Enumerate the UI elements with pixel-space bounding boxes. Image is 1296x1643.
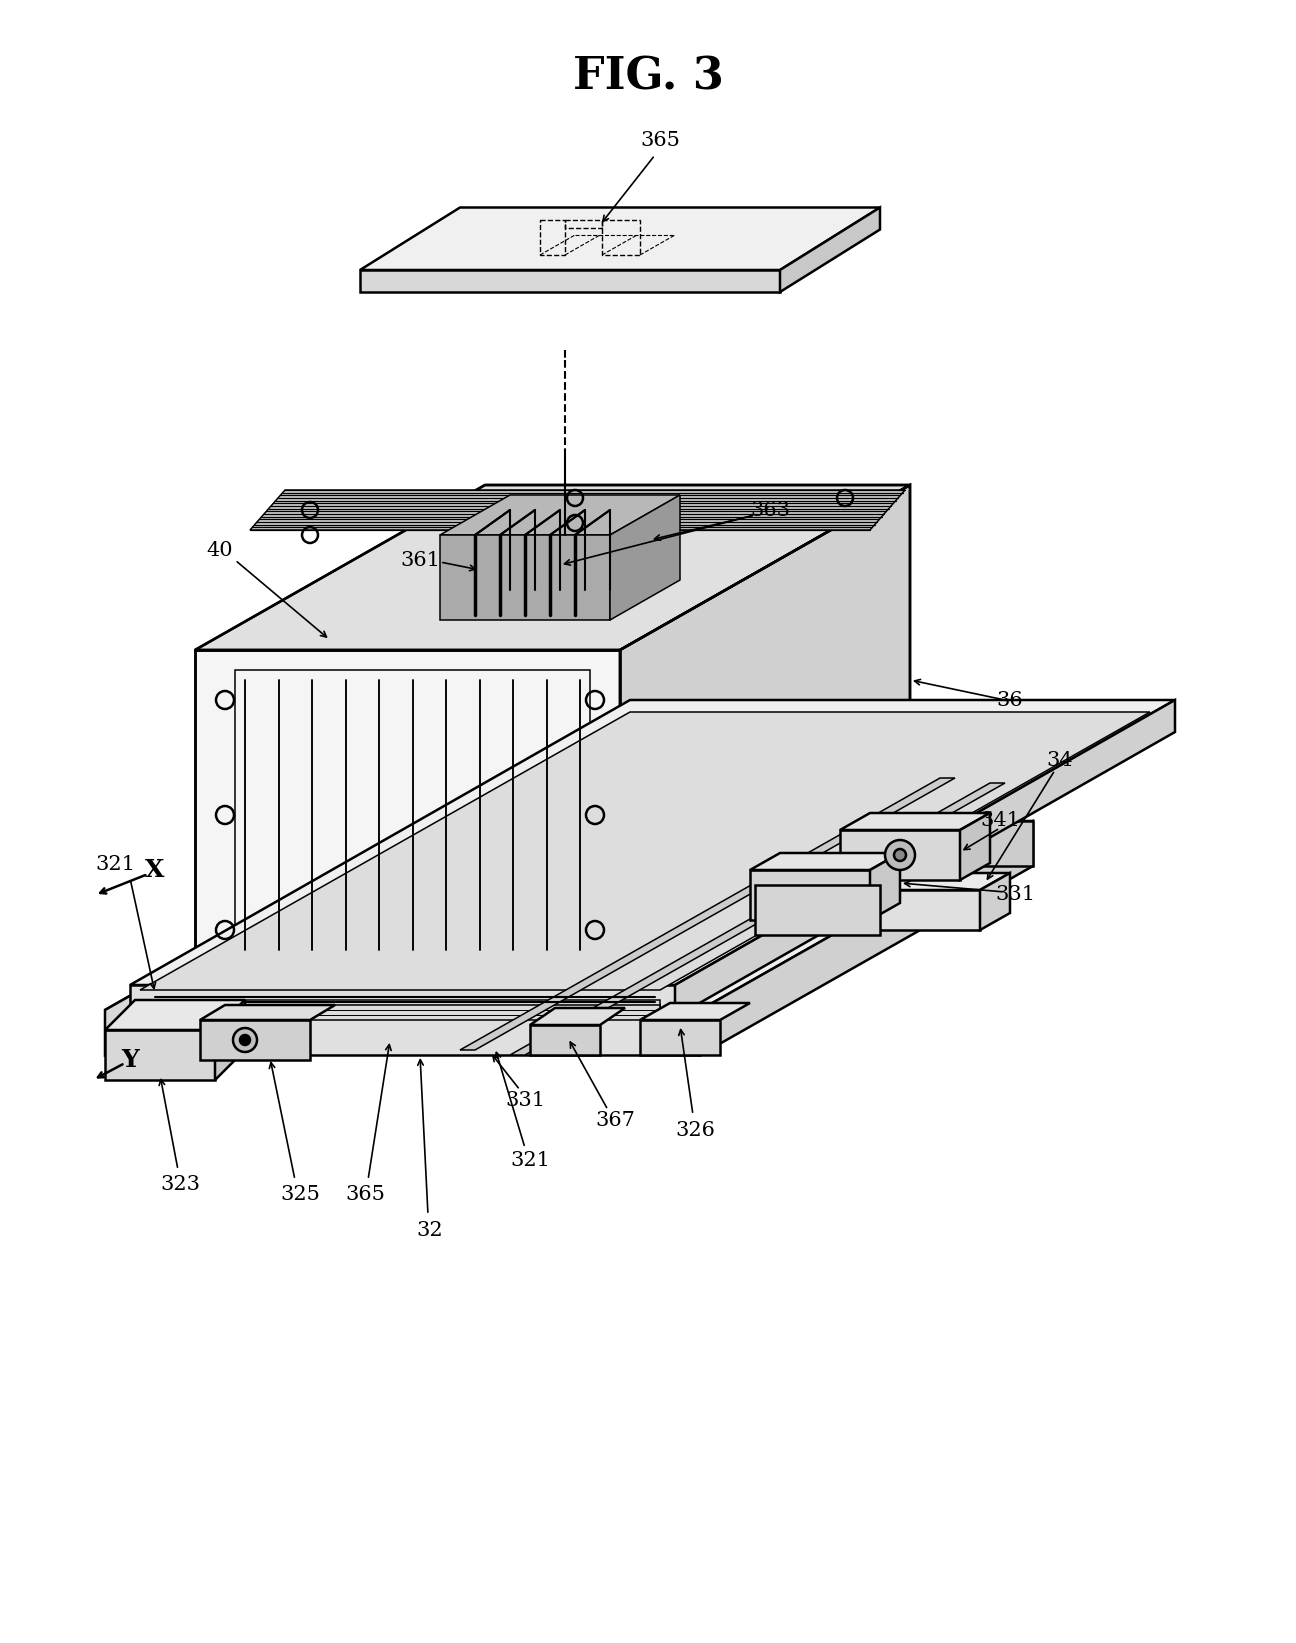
Circle shape (885, 840, 915, 871)
Text: 321: 321 (511, 1150, 550, 1170)
Text: 365: 365 (345, 1186, 385, 1204)
Text: 40: 40 (206, 541, 233, 560)
Text: 36: 36 (997, 690, 1024, 710)
Polygon shape (105, 822, 1033, 1010)
Polygon shape (619, 485, 910, 979)
Polygon shape (530, 1025, 600, 1055)
Polygon shape (438, 822, 1033, 866)
Polygon shape (750, 853, 899, 871)
Polygon shape (759, 872, 1010, 891)
Polygon shape (194, 651, 619, 979)
Text: 363: 363 (750, 501, 791, 519)
Polygon shape (105, 1001, 245, 1030)
Text: 321: 321 (95, 856, 135, 874)
Text: 32: 32 (417, 1221, 443, 1239)
Polygon shape (130, 700, 1175, 986)
Polygon shape (140, 1001, 660, 1015)
Polygon shape (530, 1009, 625, 1025)
Polygon shape (610, 495, 680, 619)
Polygon shape (700, 822, 1033, 1055)
Circle shape (240, 1035, 250, 1045)
Polygon shape (460, 779, 955, 1050)
Polygon shape (105, 822, 438, 1055)
Circle shape (233, 1029, 257, 1052)
Polygon shape (105, 1010, 700, 1055)
Polygon shape (194, 485, 910, 651)
Text: 331: 331 (505, 1091, 546, 1109)
Circle shape (894, 849, 906, 861)
Text: 331: 331 (995, 886, 1036, 905)
Polygon shape (130, 986, 675, 1017)
Polygon shape (105, 1030, 215, 1079)
Polygon shape (250, 490, 905, 531)
Polygon shape (441, 495, 680, 536)
Polygon shape (640, 1020, 721, 1055)
Polygon shape (441, 536, 610, 619)
Text: X: X (145, 858, 165, 882)
Polygon shape (215, 1001, 245, 1079)
Polygon shape (640, 1002, 750, 1020)
Text: 323: 323 (159, 1175, 200, 1194)
Polygon shape (840, 813, 990, 830)
Text: 367: 367 (595, 1111, 635, 1129)
Polygon shape (140, 1006, 660, 1020)
Polygon shape (780, 207, 880, 292)
Polygon shape (756, 886, 880, 935)
Text: FIG. 3: FIG. 3 (573, 54, 723, 99)
Polygon shape (140, 711, 1150, 991)
Text: Y: Y (121, 1048, 139, 1071)
Polygon shape (675, 700, 1175, 1017)
Polygon shape (511, 784, 1004, 1055)
Text: 365: 365 (640, 130, 680, 150)
Polygon shape (200, 1006, 334, 1020)
Polygon shape (200, 1020, 310, 1060)
Polygon shape (960, 813, 990, 881)
Polygon shape (840, 830, 960, 881)
Polygon shape (759, 891, 980, 930)
Text: 326: 326 (675, 1121, 715, 1140)
Polygon shape (360, 207, 880, 269)
Text: 361: 361 (400, 550, 441, 570)
Polygon shape (980, 872, 1010, 930)
Polygon shape (870, 853, 899, 920)
Polygon shape (235, 670, 590, 960)
Text: 34: 34 (1047, 751, 1073, 769)
Polygon shape (360, 269, 780, 292)
Polygon shape (750, 871, 870, 920)
Text: 341: 341 (980, 810, 1020, 830)
Text: 325: 325 (280, 1186, 320, 1204)
